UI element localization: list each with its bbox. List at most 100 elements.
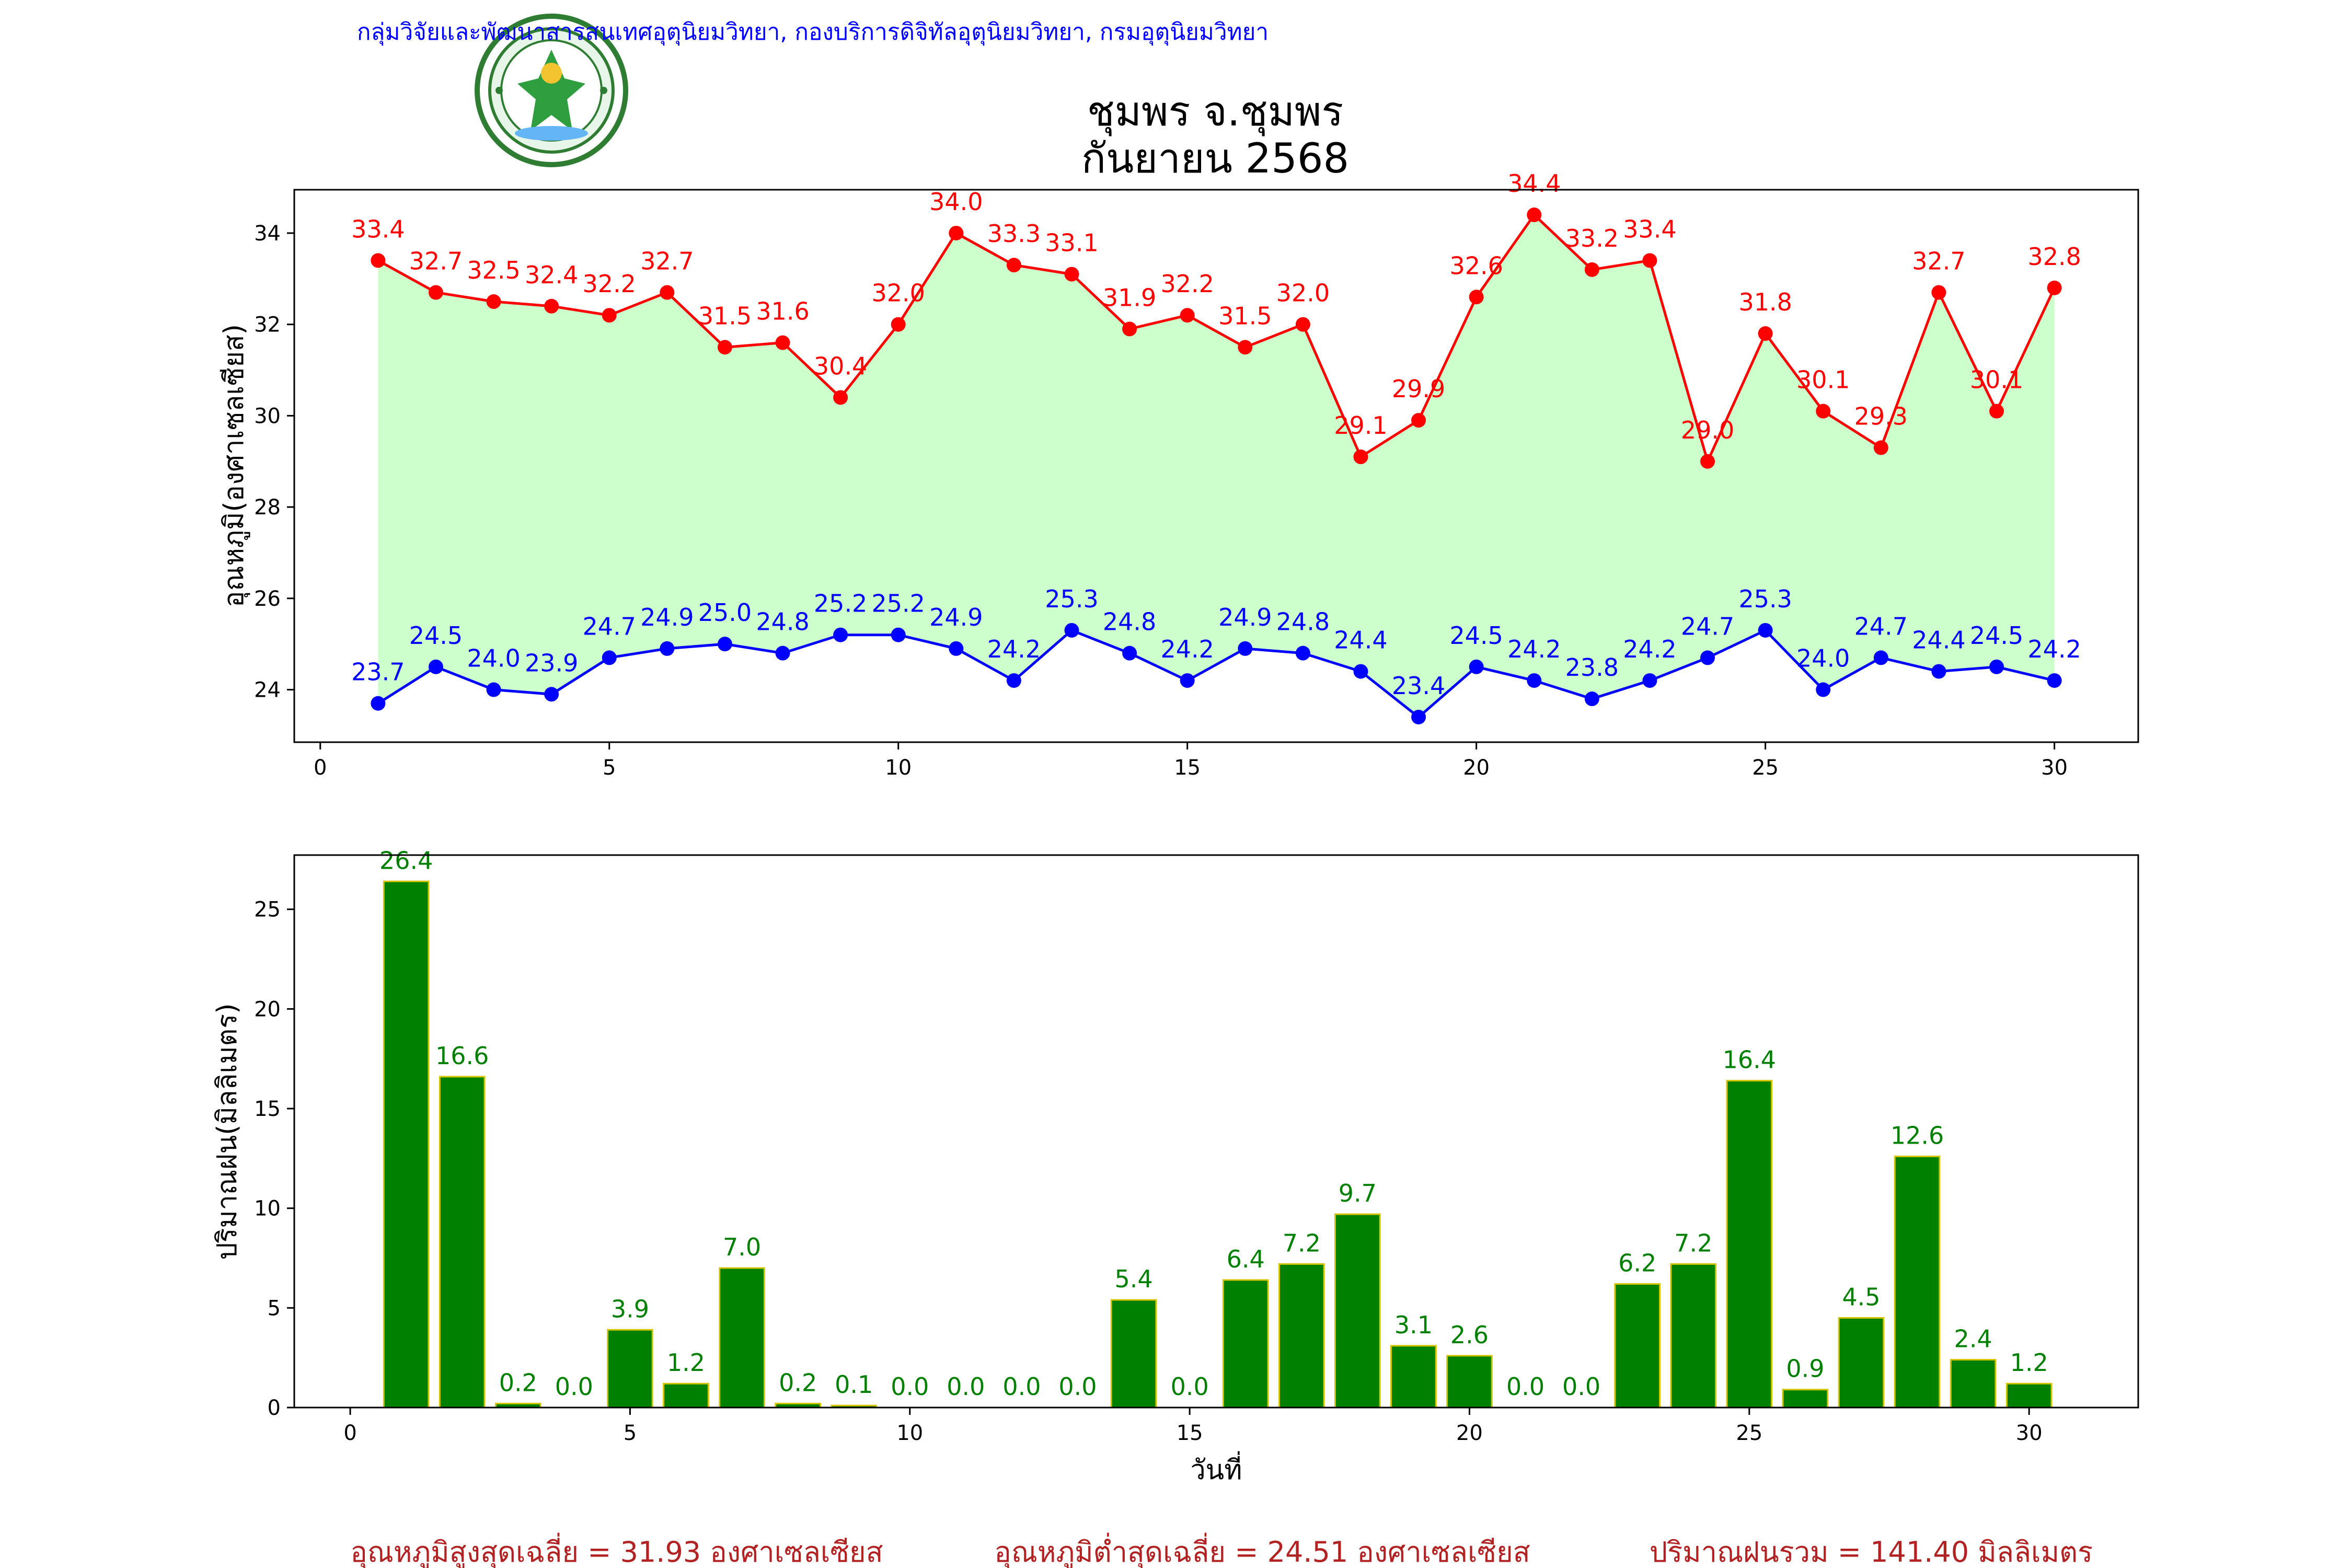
min-temp-point xyxy=(371,696,386,711)
rainfall-value-label: 4.5 xyxy=(1842,1283,1880,1311)
temperature-y-tick-label: 30 xyxy=(254,404,281,428)
max-temp-value-label: 34.4 xyxy=(1507,169,1561,198)
min-temp-value-label: 24.9 xyxy=(640,603,694,631)
rainfall-bar xyxy=(1726,1080,1773,1409)
min-temp-point xyxy=(1642,673,1657,688)
temperature-y-tick-label: 24 xyxy=(254,678,281,702)
min-temp-point xyxy=(1469,659,1484,674)
min-temp-value-label: 24.2 xyxy=(987,635,1041,663)
min-temp-point xyxy=(1584,691,1599,707)
max-temp-point xyxy=(1064,267,1079,282)
min-temp-point xyxy=(1758,622,1773,638)
max-temp-point xyxy=(660,285,675,300)
max-temp-point xyxy=(717,340,732,355)
rainfall-value-label: 7.2 xyxy=(1283,1229,1321,1257)
rainfall-value-label: 0.0 xyxy=(947,1373,985,1401)
max-temp-point xyxy=(1873,440,1888,455)
rainfall-value-label: 12.6 xyxy=(1890,1122,1944,1150)
max-temp-point xyxy=(949,225,964,240)
max-temp-value-label: 32.0 xyxy=(1276,279,1330,307)
max-temp-value-label: 33.1 xyxy=(1045,229,1098,257)
min-temp-value-label: 23.4 xyxy=(1392,672,1445,700)
min-temp-point xyxy=(1527,673,1542,688)
rainfall-x-tick-label: 5 xyxy=(624,1421,637,1445)
max-temp-point xyxy=(1642,253,1657,268)
max-temp-point xyxy=(1353,449,1368,465)
rainfall-value-label: 6.2 xyxy=(1618,1249,1656,1277)
min-temp-value-label: 24.8 xyxy=(1276,608,1330,636)
min-temp-point xyxy=(1931,664,1946,679)
rainfall-value-label: 0.2 xyxy=(499,1368,537,1397)
min-temp-value-label: 24.5 xyxy=(1449,621,1503,650)
max-temp-point xyxy=(1411,413,1426,428)
temperature-x-tick-label: 20 xyxy=(1463,756,1490,780)
max-temp-point xyxy=(1180,308,1195,323)
min-temp-point xyxy=(2047,673,2062,688)
min-temp-value-label: 25.2 xyxy=(872,590,925,618)
min-temp-value-label: 24.7 xyxy=(583,612,636,640)
min-temp-value-label: 23.7 xyxy=(351,658,405,686)
max-temp-value-label: 32.4 xyxy=(525,261,578,289)
rainfall-value-label: 0.0 xyxy=(1506,1373,1544,1401)
rainfall-value-label: 1.2 xyxy=(2010,1348,2048,1377)
rainfall-y-axis-label: ปริมาณฝน(มิลลิเมตร) xyxy=(212,1003,243,1260)
temperature-y-tick-label: 28 xyxy=(254,495,281,520)
max-temp-value-label: 31.5 xyxy=(1218,302,1272,330)
rainfall-bar xyxy=(1110,1299,1157,1409)
rainfall-x-tick-label: 10 xyxy=(896,1421,923,1445)
rainfall-value-label: 2.4 xyxy=(1954,1324,1992,1353)
rainfall-bar xyxy=(607,1329,653,1409)
rainfall-value-label: 9.7 xyxy=(1339,1179,1377,1207)
max-temp-value-label: 29.0 xyxy=(1681,416,1734,444)
rainfall-value-label: 3.1 xyxy=(1394,1311,1433,1339)
min-temp-value-label: 24.7 xyxy=(1854,612,1908,640)
max-temp-value-label: 29.9 xyxy=(1392,375,1445,403)
temperature-x-tick-label: 10 xyxy=(885,756,912,780)
max-temp-value-label: 30.1 xyxy=(1796,366,1850,394)
rainfall-y-tick-label: 25 xyxy=(254,898,281,922)
min-temp-point xyxy=(949,641,964,656)
max-temp-value-label: 32.8 xyxy=(2027,243,2081,271)
rainfall-x-tick-label: 30 xyxy=(2016,1421,2043,1445)
min-temp-value-label: 23.9 xyxy=(525,649,578,677)
min-temp-point xyxy=(1122,645,1137,661)
temperature-y-tick-label: 26 xyxy=(254,587,281,611)
rainfall-value-label: 0.0 xyxy=(555,1373,593,1401)
rainfall-value-label: 0.2 xyxy=(779,1368,817,1397)
max-temp-value-label: 32.5 xyxy=(467,256,520,284)
rainfall-bar xyxy=(1390,1345,1437,1409)
rainfall-value-label: 5.4 xyxy=(1114,1265,1152,1293)
temperature-x-tick-label: 0 xyxy=(314,756,327,780)
min-temp-point xyxy=(1006,673,1021,688)
max-temp-point xyxy=(1122,321,1137,337)
max-temp-point xyxy=(1989,403,2004,419)
temperature-y-tick-label: 34 xyxy=(254,222,281,246)
temperature-x-tick-label: 25 xyxy=(1752,756,1779,780)
min-temp-value-label: 24.4 xyxy=(1912,626,1965,654)
max-temp-point xyxy=(1931,285,1946,300)
min-temp-point xyxy=(833,627,848,642)
max-temp-value-label: 29.1 xyxy=(1334,411,1387,440)
rainfall-value-label: 7.2 xyxy=(1674,1229,1712,1257)
min-temp-point xyxy=(1064,622,1079,638)
chart-title-month: กันยายน 2568 xyxy=(1081,135,1349,182)
max-temp-line xyxy=(377,213,2056,466)
rainfall-bar xyxy=(2005,1382,2053,1409)
max-temp-value-label: 31.6 xyxy=(756,297,809,326)
min-temp-point xyxy=(1873,650,1888,665)
rainfall-bar xyxy=(1838,1317,1885,1409)
rainfall-bar xyxy=(1894,1156,1941,1409)
rainfall-bar xyxy=(1950,1358,1997,1409)
min-temp-value-label: 24.5 xyxy=(1970,621,2023,650)
max-temp-value-label: 33.4 xyxy=(1623,215,1676,243)
rainfall-x-tick-label: 25 xyxy=(1736,1421,1762,1445)
rainfall-chart: 26.4 16.6 0.2 0.0 3.9 1.2 7.0 0.2 0.1 0.0 0.0 0.0 0.… xyxy=(212,846,2139,1486)
max-temp-value-label: 30.1 xyxy=(1970,366,2023,394)
max-temp-point xyxy=(1527,207,1542,223)
max-temp-point xyxy=(833,390,848,405)
min-temp-point xyxy=(1238,641,1253,656)
max-temp-value-label: 32.7 xyxy=(640,247,694,275)
max-temp-point xyxy=(1700,454,1715,469)
min-temp-point xyxy=(717,637,732,652)
